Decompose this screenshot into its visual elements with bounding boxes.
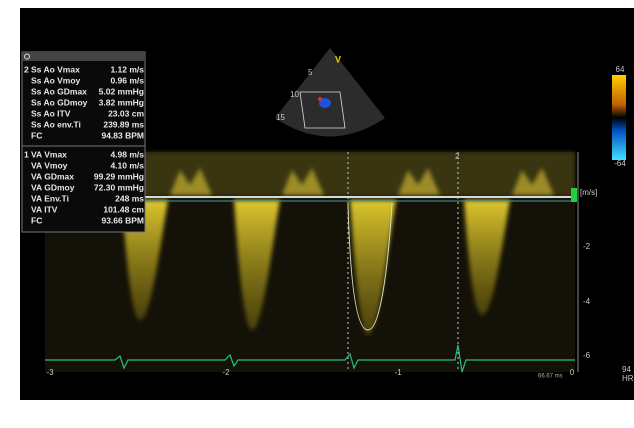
measurement-value: 3.82 mmHg: [99, 97, 144, 107]
measurement-label: VA Env.Ti: [31, 193, 69, 203]
measurement-value: 101.48 cm: [103, 204, 144, 214]
color-bar: [612, 75, 626, 160]
measurement-label: FC: [31, 215, 42, 225]
measurement-label: Ss Ao Vmax: [31, 64, 80, 74]
measurement-value: 94.83 BPM: [101, 130, 144, 140]
velocity-label: -2: [583, 242, 591, 251]
measurement-value: 93.66 BPM: [101, 215, 144, 225]
panel-header: [22, 52, 145, 61]
cursor-label: 2: [455, 152, 460, 161]
measurement-label: VA GDmoy: [31, 182, 75, 192]
measurement-value: 23.03 cm: [108, 108, 144, 118]
depth-label: 10: [290, 90, 299, 99]
measurement-value: 4.10 m/s: [110, 160, 144, 170]
probe-mark: V: [335, 54, 341, 64]
color-bar-bottom: -64: [614, 159, 626, 168]
color-bar-top: 64: [616, 65, 625, 74]
time-label: -1: [394, 368, 402, 377]
baseline-handle: [571, 188, 577, 202]
time-label: 0: [570, 368, 575, 377]
measurement-label: Ss Ao GDmoy: [31, 97, 88, 107]
velocity-label: -6: [583, 351, 591, 360]
measurement-value: 239.89 ms: [103, 119, 144, 129]
panel-index: 1: [24, 149, 29, 159]
measurement-value: 4.98 m/s: [110, 149, 144, 159]
screen: 2 [m/s] -2-4-6 -3-2-10 66.67 ms 94 HR V …: [0, 0, 634, 428]
measurement-value: 72.30 mmHg: [94, 182, 144, 192]
page: {"panel_top": {"index": "2", "rows": [ […: [0, 0, 634, 428]
measurement-value: 1.12 m/s: [110, 64, 144, 74]
measurement-label: Ss Ao ITV: [31, 108, 71, 118]
measurement-value: 99.29 mmHg: [94, 171, 144, 181]
heart-rate: 94: [622, 365, 631, 374]
measurement-value: 248 ms: [115, 193, 144, 203]
measurement-label: VA ITV: [31, 204, 58, 214]
depth-label: 5: [308, 68, 313, 77]
measurement-label: Ss Ao GDmax: [31, 86, 87, 96]
color-flow: [318, 97, 322, 101]
sweep-label: 66.67 ms: [538, 374, 563, 380]
measurement-label: Ss Ao env.Ti: [31, 119, 81, 129]
time-label: -2: [222, 368, 230, 377]
measurement-label: FC: [31, 130, 42, 140]
measurement-label: Ss Ao Vmoy: [31, 75, 81, 85]
depth-label: 15: [276, 113, 285, 122]
heart-rate-unit: HR: [622, 374, 634, 383]
velocity-unit: [m/s]: [580, 188, 597, 197]
measurement-label: VA Vmax: [31, 149, 67, 159]
time-label: -3: [46, 368, 54, 377]
panel-index: 2: [24, 64, 29, 74]
measurement-label: VA Vmoy: [31, 160, 68, 170]
measurement-value: 5.02 mmHg: [99, 86, 144, 96]
measurement-label: VA GDmax: [31, 171, 74, 181]
velocity-label: -4: [583, 297, 591, 306]
measurement-value: 0.96 m/s: [110, 75, 144, 85]
